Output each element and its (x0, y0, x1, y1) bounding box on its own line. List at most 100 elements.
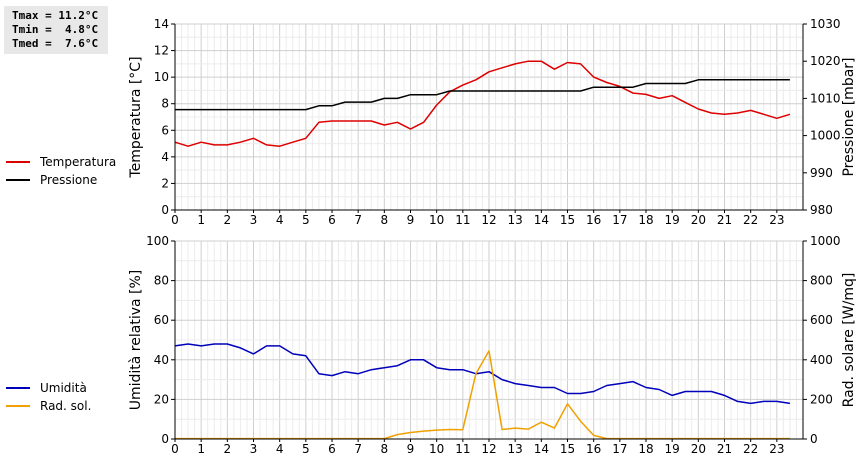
legend-swatch (6, 179, 30, 181)
x-tick-label: 21 (717, 442, 732, 456)
y-left-tick-label: 6 (161, 123, 169, 137)
y-right-tick-label: 400 (810, 353, 833, 367)
x-tick-label: 10 (429, 213, 444, 227)
x-tick-label: 11 (455, 213, 470, 227)
x-tick-label: 12 (481, 213, 496, 227)
y-right-axis-label: Rad. solare [W/mq] (841, 273, 857, 408)
y-right-tick-label: 990 (810, 166, 833, 180)
x-tick-label: 7 (354, 442, 362, 456)
legend-label: Temperatura (40, 155, 117, 169)
x-tick-label: 22 (743, 442, 758, 456)
x-tick-label: 13 (508, 442, 523, 456)
x-tick-label: 14 (534, 442, 549, 456)
x-tick-label: 8 (381, 213, 389, 227)
y-left-tick-label: 40 (154, 353, 169, 367)
y-right-tick-label: 0 (810, 432, 818, 446)
x-tick-label: 18 (638, 442, 653, 456)
y-right-tick-label: 1020 (810, 54, 841, 68)
x-tick-label: 7 (354, 213, 362, 227)
x-tick-label: 23 (769, 213, 784, 227)
y-left-tick-label: 100 (146, 234, 169, 248)
x-tick-label: 15 (560, 213, 575, 227)
legend-label: Rad. sol. (40, 399, 92, 413)
y-left-tick-label: 60 (154, 313, 169, 327)
x-tick-label: 2 (224, 213, 232, 227)
x-tick-label: 15 (560, 442, 575, 456)
x-tick-label: 11 (455, 442, 470, 456)
x-tick-label: 19 (665, 442, 680, 456)
y-right-tick-label: 600 (810, 313, 833, 327)
y-right-axis-label: Pressione [mbar] (841, 57, 857, 176)
y-right-tick-label: 1010 (810, 91, 841, 105)
x-tick-label: 8 (381, 442, 389, 456)
y-right-tick-label: 1000 (810, 234, 841, 248)
chart-panel-0: 0 1 2 3 4 5 6 7 8 9 10 11 12 13 14 15 16 17 18 19 20 21 22 2302… (128, 17, 857, 227)
y-left-tick-label: 8 (161, 97, 169, 111)
legend-item-rad-sol: Rad. sol. (6, 397, 91, 415)
x-tick-label: 20 (691, 213, 706, 227)
y-right-tick-label: 980 (810, 203, 833, 217)
x-tick-label: 4 (276, 213, 284, 227)
legend-swatch (6, 387, 30, 389)
x-tick-label: 2 (224, 442, 232, 456)
x-tick-label: 6 (328, 213, 336, 227)
x-tick-label: 21 (717, 213, 732, 227)
x-tick-label: 1 (197, 442, 205, 456)
y-left-tick-label: 0 (161, 203, 169, 217)
x-tick-label: 10 (429, 442, 444, 456)
stat-tmed: Tmed = 7.6°C (12, 37, 99, 50)
x-tick-label: 16 (586, 213, 601, 227)
x-tick-label: 3 (250, 213, 258, 227)
y-left-axis-label: Umidità relativa [%] (128, 270, 144, 411)
series-line-1-0 (174, 343, 791, 405)
stat-tmin: Tmin = 4.8°C (12, 23, 99, 36)
stat-tmax: Tmax = 11.2°C (12, 9, 99, 22)
y-left-axis-label: Temperatura [°C] (128, 56, 144, 178)
x-tick-label: 14 (534, 213, 549, 227)
x-tick-label: 19 (665, 213, 680, 227)
x-tick-label: 18 (638, 213, 653, 227)
x-tick-label: 16 (586, 442, 601, 456)
y-right-tick-label: 200 (810, 392, 833, 406)
y-right-tick-label: 1030 (810, 17, 841, 31)
x-tick-label: 12 (481, 442, 496, 456)
legend-item-umidita: Umidità (6, 379, 91, 397)
legend-item-temperatura: Temperatura (6, 153, 116, 171)
x-tick-label: 1 (197, 213, 205, 227)
y-left-tick-label: 80 (154, 274, 169, 288)
series-line-0-0 (174, 60, 791, 147)
y-left-tick-label: 20 (154, 392, 169, 406)
y-left-tick-label: 4 (161, 150, 169, 164)
y-left-tick-label: 10 (154, 70, 169, 84)
y-right-tick-label: 800 (810, 274, 833, 288)
legend-bottom: Umidità Rad. sol. (6, 379, 91, 415)
legend-label: Pressione (40, 173, 98, 187)
y-right-tick-label: 1000 (810, 129, 841, 143)
x-tick-label: 3 (250, 442, 258, 456)
stats-box: Tmax = 11.2°C Tmin = 4.8°C Tmed = 7.6°C (4, 6, 108, 54)
y-left-tick-label: 2 (161, 176, 169, 190)
series-line-0-1 (175, 79, 790, 111)
legend-swatch (6, 161, 30, 163)
x-tick-label: 0 (171, 442, 179, 456)
legend-item-pressione: Pressione (6, 171, 116, 189)
x-tick-label: 9 (407, 442, 415, 456)
x-tick-label: 6 (328, 442, 336, 456)
x-tick-label: 4 (276, 442, 284, 456)
x-tick-label: 20 (691, 442, 706, 456)
x-tick-label: 9 (407, 213, 415, 227)
x-tick-label: 23 (769, 442, 784, 456)
legend-label: Umidità (40, 381, 87, 395)
chart-panel-1: 0 1 2 3 4 5 6 7 8 9 10 11 12 13 14 15 16 17 18 19 20 21 22 2302… (128, 234, 857, 456)
x-tick-label: 17 (612, 213, 627, 227)
x-tick-label: 5 (302, 442, 310, 456)
x-tick-label: 13 (508, 213, 523, 227)
y-left-tick-label: 0 (161, 432, 169, 446)
x-tick-label: 17 (612, 442, 627, 456)
x-tick-label: 0 (171, 213, 179, 227)
x-tick-label: 22 (743, 213, 758, 227)
y-left-tick-label: 14 (154, 17, 169, 31)
x-tick-label: 5 (302, 213, 310, 227)
legend-top: Temperatura Pressione (6, 153, 116, 189)
